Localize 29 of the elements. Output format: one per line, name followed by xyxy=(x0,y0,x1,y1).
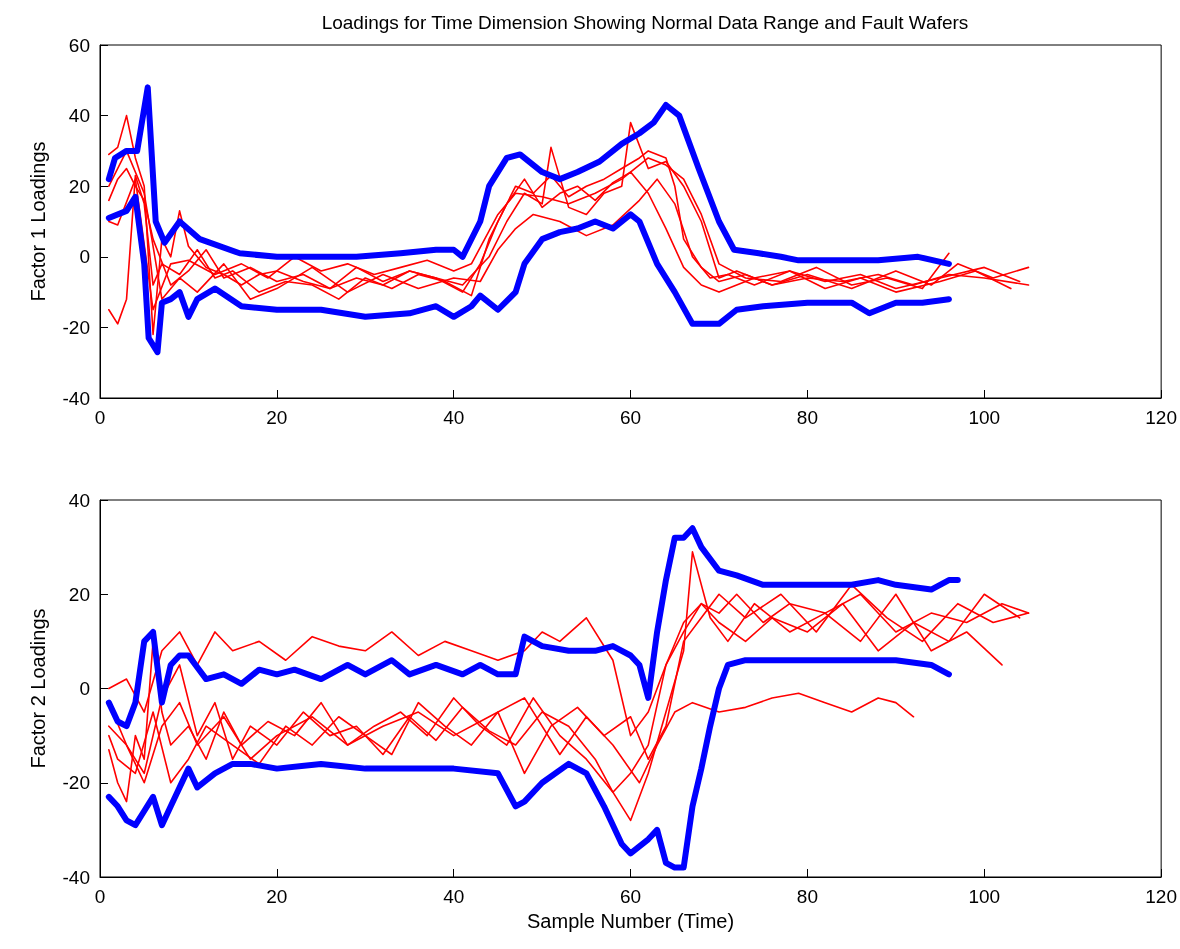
x-tick-label: 120 xyxy=(1145,886,1177,907)
x-tick-label: 20 xyxy=(266,407,288,428)
y-tick-label: 0 xyxy=(79,246,90,268)
y-axis-title: Factor 1 Loadings xyxy=(27,141,49,302)
x-tick-label: 120 xyxy=(1145,407,1177,428)
y-tick-label: -40 xyxy=(62,866,90,888)
x-tick-label: 0 xyxy=(94,407,106,428)
y-tick-label: 20 xyxy=(68,583,90,605)
y-tick-label: 60 xyxy=(68,34,90,56)
y-tick-label: -20 xyxy=(62,772,90,794)
y-tick-label: -20 xyxy=(62,316,90,338)
x-tick-label: 0 xyxy=(94,886,106,907)
x-tick-label: 40 xyxy=(443,886,465,907)
y-tick-label: 20 xyxy=(68,175,90,197)
x-tick-label: 100 xyxy=(968,886,1001,907)
chart-title: Loadings for Time Dimension Showing Normal Data Range and Fault Wafers xyxy=(321,12,969,33)
x-tick-label: 80 xyxy=(796,407,818,428)
y-axis-title: Factor 2 Loadings xyxy=(27,608,49,769)
x-tick-label: 20 xyxy=(266,886,288,907)
y-tick-label: 0 xyxy=(79,678,90,699)
y-tick-label: 40 xyxy=(68,105,90,127)
y-tick-label: 40 xyxy=(68,489,90,511)
x-tick-label: 40 xyxy=(443,407,465,428)
x-tick-label: 60 xyxy=(620,886,642,907)
y-tick-label: -40 xyxy=(62,387,90,409)
x-axis-title: Sample Number (Time) xyxy=(527,909,735,932)
x-tick-label: 100 xyxy=(968,407,1001,428)
x-tick-label: 80 xyxy=(796,886,818,907)
x-tick-label: 60 xyxy=(620,407,642,428)
